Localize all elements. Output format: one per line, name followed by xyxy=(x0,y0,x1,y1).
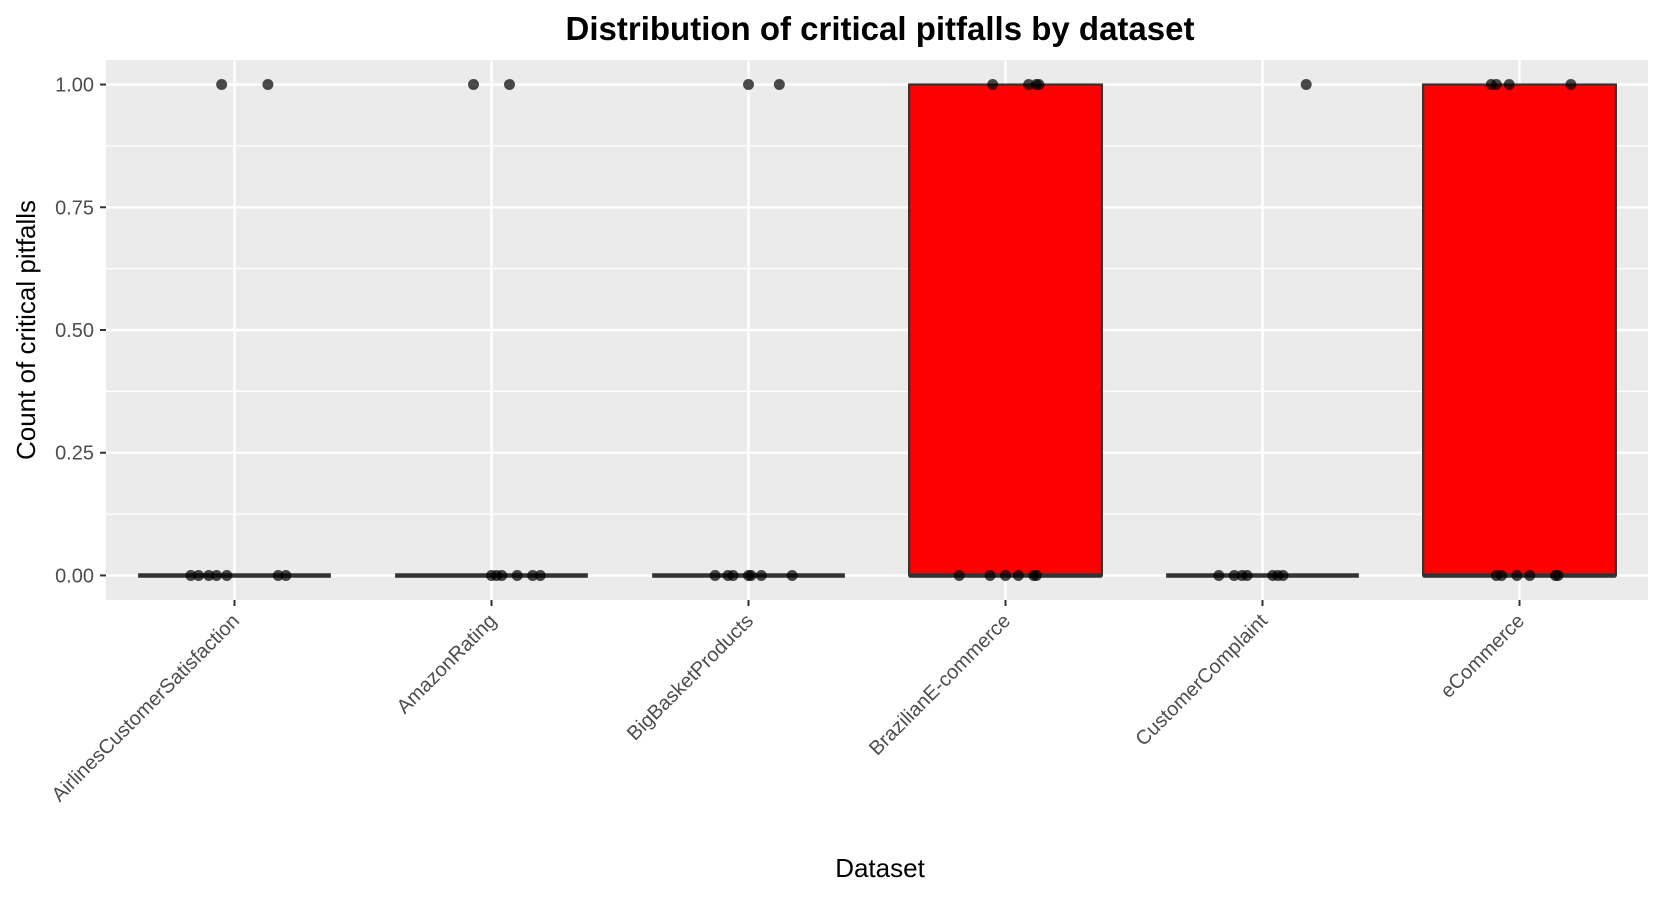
data-point xyxy=(1496,569,1508,581)
data-point xyxy=(1033,79,1045,91)
y-axis-title: Count of critical pitfalls xyxy=(11,200,41,460)
data-point xyxy=(773,79,785,91)
data-point xyxy=(491,569,503,581)
data-point xyxy=(1552,569,1564,581)
data-point xyxy=(987,79,999,91)
data-point xyxy=(262,79,274,91)
data-point xyxy=(1300,79,1312,91)
data-point xyxy=(185,569,197,581)
y-tick-label: 0.25 xyxy=(55,443,94,465)
data-point xyxy=(1277,569,1289,581)
data-point xyxy=(1000,569,1011,581)
data-point xyxy=(1030,569,1042,581)
x-tick-label: BrazilianE-commerce xyxy=(865,610,1015,760)
data-point xyxy=(786,569,798,581)
y-tick-label: 0.50 xyxy=(55,320,94,342)
data-point xyxy=(1565,79,1577,91)
x-tick-label: CustomerComplaint xyxy=(1132,610,1273,751)
data-point xyxy=(1524,569,1536,581)
data-point xyxy=(709,569,721,581)
box-body xyxy=(1422,83,1617,577)
data-point xyxy=(272,569,284,581)
data-point xyxy=(280,569,292,581)
data-point xyxy=(1503,79,1515,91)
x-axis-title: Dataset xyxy=(835,853,925,883)
data-point xyxy=(534,569,546,581)
data-point xyxy=(1213,569,1225,581)
data-point xyxy=(468,79,480,91)
data-point xyxy=(1012,569,1024,581)
data-point xyxy=(1228,569,1240,581)
data-point xyxy=(211,569,223,581)
data-point xyxy=(953,569,965,581)
data-point xyxy=(221,569,233,581)
y-tick-label: 0.75 xyxy=(55,197,94,219)
data-point xyxy=(755,569,767,581)
data-point xyxy=(503,79,515,91)
x-tick-label: AmazonRating xyxy=(393,610,501,718)
box-body xyxy=(908,83,1103,577)
data-point xyxy=(743,79,754,91)
data-point xyxy=(203,569,215,581)
data-point xyxy=(1511,569,1523,581)
data-point xyxy=(984,569,996,581)
x-tick-label: BigBasketProducts xyxy=(623,610,758,745)
data-point xyxy=(745,569,757,581)
x-tick-label: AirlinesCustomerSatisfaction xyxy=(48,610,244,806)
data-point xyxy=(1490,79,1502,91)
data-point xyxy=(216,79,228,91)
data-point xyxy=(727,569,739,581)
data-point xyxy=(1241,569,1253,581)
data-point xyxy=(193,569,205,581)
data-point xyxy=(527,569,539,581)
y-tick-label: 0.00 xyxy=(55,565,94,587)
data-point xyxy=(511,569,523,581)
data-point xyxy=(1023,79,1035,91)
x-tick-label: eCommerce xyxy=(1436,610,1529,703)
y-tick-label: 1.00 xyxy=(55,75,94,97)
jitter-point-layer xyxy=(185,79,1577,581)
chart-title: Distribution of critical pitfalls by dat… xyxy=(566,10,1195,47)
box-layer xyxy=(138,83,1617,578)
